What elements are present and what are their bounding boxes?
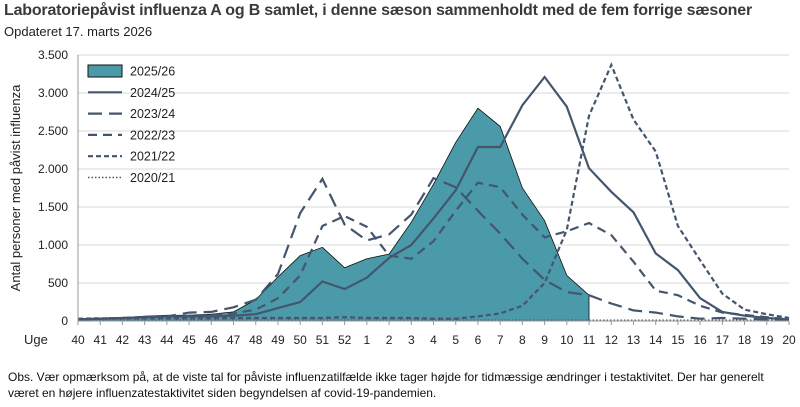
- y-tick-label: 3.000: [38, 86, 68, 100]
- line-series: [77, 62, 790, 321]
- x-tick-label: 7: [497, 333, 504, 347]
- x-tick-label: 52: [338, 333, 352, 347]
- legend-label: 2024/25: [130, 86, 175, 100]
- x-tick-label: 46: [205, 333, 219, 347]
- x-tick-label: 40: [71, 333, 85, 347]
- x-tick-label: 20: [782, 333, 796, 347]
- x-tick-label: 13: [627, 333, 641, 347]
- y-axis-label: Antal personer med påvist influenza: [8, 84, 23, 291]
- legend-item: 2022/23: [88, 128, 175, 142]
- legend-label: 2020/21: [130, 171, 175, 185]
- x-tick-label: 15: [671, 333, 685, 347]
- line-2024-25: [77, 75, 790, 321]
- x-tick-label: 43: [138, 333, 152, 347]
- x-tick-label: 49: [271, 333, 285, 347]
- chart-title: Laboratoriepåvist influenza A og B samle…: [4, 2, 752, 19]
- x-tick-label: 16: [693, 333, 707, 347]
- x-tick-label: 4: [430, 333, 437, 347]
- x-tick-label: 10: [560, 333, 574, 347]
- legend: 2025/26 2024/25 2023/24 2022/23 2021/22 2020/…: [87, 64, 175, 185]
- legend-item: 2021/22: [88, 150, 175, 164]
- x-tick-label: 9: [541, 333, 548, 347]
- line-2023-24: [77, 176, 790, 321]
- legend-item: 2024/25: [88, 86, 175, 100]
- x-tick-label: 1: [364, 333, 371, 347]
- legend-label: 2025/26: [130, 65, 175, 79]
- y-tick-label: 3.500: [38, 48, 68, 62]
- x-tick-label: 19: [760, 333, 774, 347]
- x-tick-label: 45: [182, 333, 196, 347]
- x-tick-label: 48: [249, 333, 263, 347]
- x-tick-label: 2: [386, 333, 393, 347]
- legend-label: 2021/22: [130, 150, 175, 164]
- y-tick-label: 0: [61, 314, 68, 328]
- gridlines: [78, 54, 789, 284]
- x-tick-label: 51: [316, 333, 330, 347]
- x-tick-label: 50: [294, 333, 308, 347]
- x-tick-label: 44: [160, 333, 174, 347]
- legend-label: 2022/23: [130, 128, 175, 142]
- x-tick-label: 8: [519, 333, 526, 347]
- legend-item: 2025/26: [87, 64, 175, 79]
- x-tick-label: 6: [475, 333, 482, 347]
- x-tick-label: 47: [227, 333, 241, 347]
- x-tick-label: 18: [738, 333, 752, 347]
- legend-item: 2020/21: [88, 171, 175, 185]
- x-tick-label: 11: [583, 333, 596, 347]
- x-tick-label: 12: [605, 333, 619, 347]
- legend-swatch: [87, 64, 123, 78]
- chart-subtitle: Opdateret 17. marts 2026: [4, 24, 153, 39]
- x-tick-label: 3: [408, 333, 415, 347]
- y-tick-label: 2.500: [38, 124, 68, 138]
- line-2021-22: [77, 62, 790, 320]
- y-tick-label: 500: [48, 276, 68, 290]
- line-2022-23: [77, 181, 790, 321]
- x-tick-label: 17: [716, 333, 730, 347]
- footnote: Obs. Vær opmærksom på, at de viste tal f…: [8, 370, 764, 400]
- y-tick-label: 2.000: [38, 162, 68, 176]
- y-tick-label: 1.000: [38, 238, 68, 252]
- y-tick-label: 1.500: [38, 200, 68, 214]
- x-tick-label: 5: [452, 333, 459, 347]
- legend-label: 2023/24: [130, 107, 175, 121]
- x-tick-label: 41: [94, 333, 108, 347]
- x-axis-label: Uge: [24, 332, 48, 347]
- x-tick-label: 42: [116, 333, 130, 347]
- x-tick-label: 14: [649, 333, 663, 347]
- legend-item: 2023/24: [88, 107, 175, 121]
